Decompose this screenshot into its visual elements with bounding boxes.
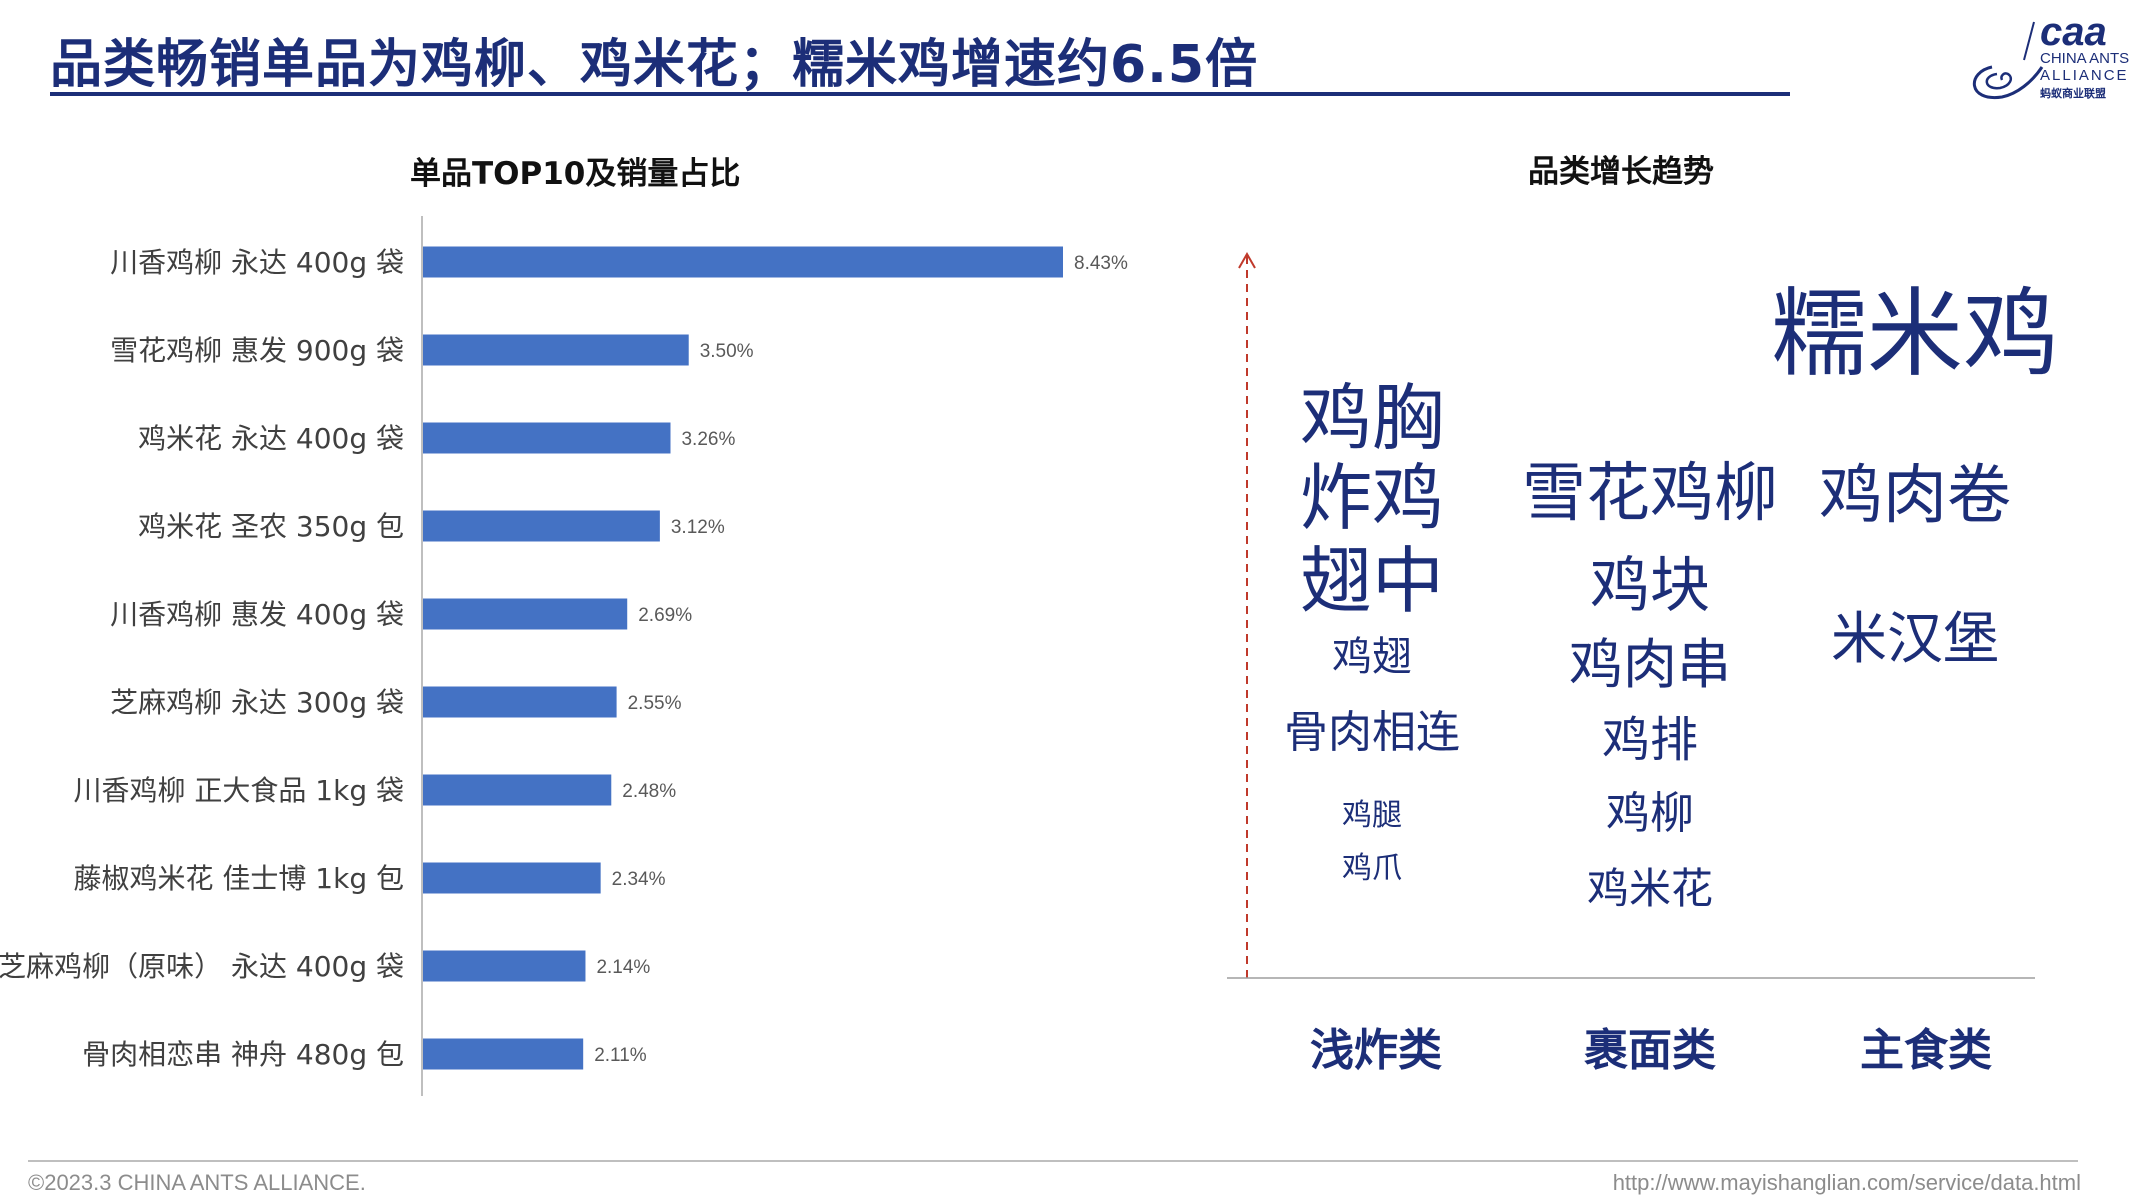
top10-bar-chart: 川香鸡柳 永达 400g 袋 8.43% 雪花鸡柳 惠发 900g 袋 3.50% 鸡米… — [0, 216, 1128, 1096]
word-chicken-feet: 鸡爪 — [1342, 851, 1402, 886]
bar — [423, 774, 612, 806]
bar — [423, 686, 617, 718]
bar — [423, 334, 689, 366]
bar-value-label: 2.11% — [594, 1045, 647, 1066]
category-label: 川香鸡柳 正大食品 1kg 袋 — [73, 774, 404, 807]
word-chicken-chop: 鸡排 — [1601, 712, 1699, 768]
word-chicken-wing: 鸡翅 — [1332, 634, 1412, 680]
footer-copyright: ©2023.3 CHINA ANTS ALLIANCE. — [28, 1170, 366, 1195]
bar-value-label: 2.34% — [612, 869, 666, 890]
logo-line3: 蚂蚁商业联盟 — [2040, 88, 2106, 100]
word-rice-burger: 米汉堡 — [1831, 607, 1999, 672]
word-snowflake-strips: 雪花鸡柳 — [1522, 457, 1778, 531]
logo-line1: CHINA ANTS — [2040, 50, 2130, 67]
footer-url: http://www.mayishanglian.com/service/dat… — [1612, 1170, 2081, 1195]
category-label: 鸡米花 永达 400g 袋 — [138, 422, 404, 455]
bar — [423, 862, 601, 894]
word-drumstick: 鸡腿 — [1342, 798, 1402, 833]
bar-value-label: 2.14% — [596, 957, 650, 978]
bar — [423, 510, 660, 542]
bar-value-label: 3.26% — [681, 429, 735, 450]
word-popcorn-chicken: 鸡米花 — [1586, 864, 1714, 913]
category-label: 芝麻鸡柳（原味） 永达 400g 袋 — [0, 950, 404, 983]
bar-value-label: 3.50% — [700, 341, 754, 362]
bar-value-label: 2.48% — [622, 781, 676, 802]
word-mid-wing: 翅中 — [1299, 539, 1445, 623]
category-label-battered: 裹面类 — [1584, 1025, 1716, 1076]
logo-mark: caa — [2040, 10, 2107, 54]
bar-value-label: 8.43% — [1074, 253, 1128, 274]
category-label: 芝麻鸡柳 永达 300g 袋 — [110, 686, 404, 719]
category-label: 川香鸡柳 惠发 400g 袋 — [110, 598, 404, 631]
caa-logo-icon — [1973, 21, 2044, 100]
bar — [423, 422, 671, 454]
word-glutinous-rice-chicken: 糯米鸡 — [1771, 278, 2059, 390]
word-chicken-breast: 鸡胸 — [1299, 376, 1445, 460]
category-label: 骨肉相恋串 神舟 480g 包 — [82, 1038, 404, 1071]
category-label: 藤椒鸡米花 佳士博 1kg 包 — [73, 862, 404, 895]
title-underline — [50, 92, 1790, 96]
page-title: 品类畅销单品为鸡柳、鸡米花；糯米鸡增速约6.5倍 — [50, 35, 1259, 95]
bar — [423, 246, 1063, 278]
category-label-staple: 主食类 — [1860, 1025, 1992, 1076]
category-label: 川香鸡柳 永达 400g 袋 — [110, 246, 404, 279]
word-chicken-roll: 鸡肉卷 — [1819, 459, 2011, 533]
category-label-light-fried: 浅炸类 — [1310, 1025, 1442, 1076]
trend-axes — [1227, 251, 2035, 979]
word-skewers: 鸡肉串 — [1569, 633, 1731, 696]
bar — [423, 598, 628, 630]
word-chicken-strips: 鸡柳 — [1606, 788, 1694, 839]
word-bone-meat: 骨肉相连 — [1284, 707, 1460, 758]
word-nuggets: 鸡块 — [1590, 551, 1710, 621]
bar — [423, 1038, 584, 1070]
bar — [423, 950, 586, 982]
trend-title: 品类增长趋势 — [1528, 154, 1714, 190]
category-label: 雪花鸡柳 惠发 900g 袋 — [110, 334, 404, 367]
bar-value-label: 3.12% — [671, 517, 725, 538]
bar-value-label: 2.69% — [638, 605, 692, 626]
bar-value-label: 2.55% — [628, 693, 682, 714]
logo-line2: ALLIANCE — [2040, 67, 2129, 84]
footer-divider — [28, 1160, 2078, 1162]
category-label: 鸡米花 圣农 350g 包 — [138, 510, 404, 543]
bar-chart-title: 单品TOP10及销量占比 — [410, 156, 741, 192]
word-fried-chicken: 炸鸡 — [1299, 456, 1445, 540]
